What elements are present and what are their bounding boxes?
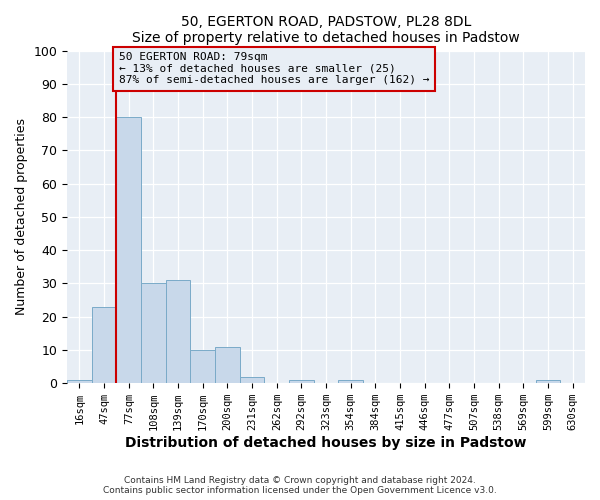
Bar <box>215 346 240 383</box>
Y-axis label: Number of detached properties: Number of detached properties <box>15 118 28 316</box>
Bar <box>289 380 314 383</box>
Bar <box>536 380 560 383</box>
Bar <box>166 280 190 383</box>
Bar <box>67 380 92 383</box>
Bar <box>338 380 363 383</box>
X-axis label: Distribution of detached houses by size in Padstow: Distribution of detached houses by size … <box>125 436 527 450</box>
Bar <box>141 284 166 383</box>
Title: 50, EGERTON ROAD, PADSTOW, PL28 8DL
Size of property relative to detached houses: 50, EGERTON ROAD, PADSTOW, PL28 8DL Size… <box>132 15 520 45</box>
Bar <box>190 350 215 383</box>
Bar <box>116 117 141 383</box>
Text: 50 EGERTON ROAD: 79sqm
← 13% of detached houses are smaller (25)
87% of semi-det: 50 EGERTON ROAD: 79sqm ← 13% of detached… <box>119 52 430 86</box>
Bar <box>92 306 116 383</box>
Text: Contains HM Land Registry data © Crown copyright and database right 2024.
Contai: Contains HM Land Registry data © Crown c… <box>103 476 497 495</box>
Bar <box>240 376 265 383</box>
